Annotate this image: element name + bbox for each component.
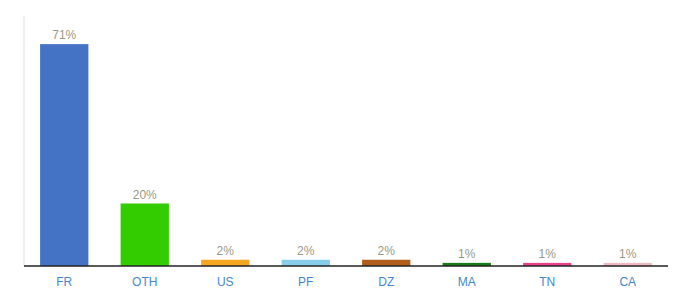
data-label: 71% (52, 28, 76, 42)
x-tick-label: PF (298, 275, 313, 289)
data-label: 2% (378, 244, 396, 258)
x-tick-labels: FR OTH US PF DZ MA TN CA (56, 275, 636, 289)
data-label: 2% (217, 244, 235, 258)
chart-container: 71% 20% 2% 2% 2% 1% 1% 1% FR OTH US PF DZ MA TN CA (0, 0, 680, 300)
x-tick-label: MA (458, 275, 476, 289)
data-label: 1% (458, 247, 476, 261)
bar (121, 204, 169, 267)
x-tick-label: DZ (378, 275, 394, 289)
x-tick-label: OTH (132, 275, 157, 289)
bar (40, 44, 88, 266)
x-tick-label: CA (619, 275, 636, 289)
data-label: 20% (133, 188, 157, 202)
data-label: 1% (539, 247, 557, 261)
bar (362, 260, 410, 266)
x-tick-label: US (217, 275, 234, 289)
data-label: 2% (297, 244, 315, 258)
x-axis-line (24, 265, 668, 267)
x-tick-label: TN (539, 275, 555, 289)
bars (40, 44, 652, 266)
bar (201, 260, 249, 266)
x-tick-label: FR (56, 275, 72, 289)
data-labels: 71% 20% 2% 2% 2% 1% 1% 1% (52, 28, 637, 261)
data-label: 1% (619, 247, 637, 261)
y-axis-line (24, 16, 25, 266)
chart-svg: 71% 20% 2% 2% 2% 1% 1% 1% FR OTH US PF DZ MA TN CA (0, 0, 680, 300)
bar (282, 260, 330, 266)
